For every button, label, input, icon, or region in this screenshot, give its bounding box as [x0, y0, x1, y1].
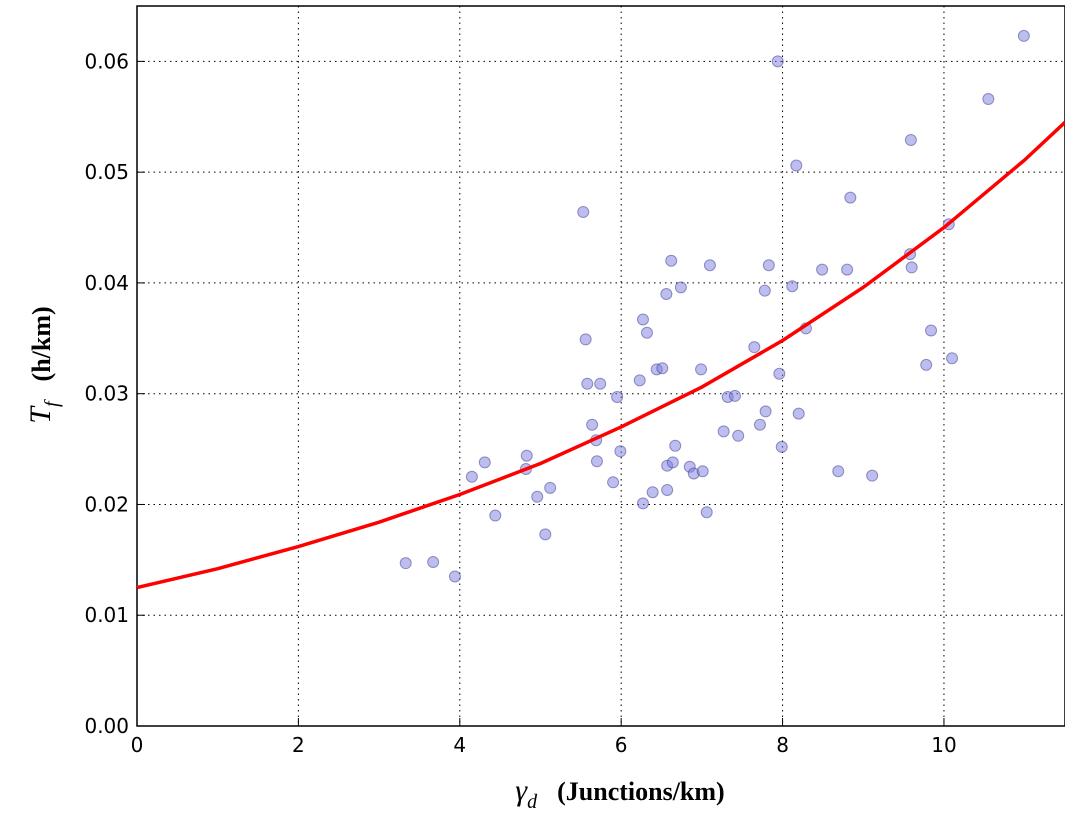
scatter-point [844, 191, 857, 204]
scatter-point [905, 261, 918, 274]
scatter-point [775, 440, 788, 453]
scatter-point [577, 206, 590, 219]
scatter-point [611, 391, 624, 404]
scatter-point [732, 429, 745, 442]
scatter-point [586, 418, 599, 431]
scatter-point [489, 509, 502, 522]
x-label-subscript: d [527, 791, 538, 813]
y-tick-label: 0.02 [84, 492, 129, 516]
y-axis-label: Tf (h/km) [24, 306, 63, 423]
scatter-point [700, 506, 713, 519]
scatter-point [717, 425, 730, 438]
scatter-point [762, 259, 775, 272]
x-label-symbol: γ [515, 774, 528, 807]
x-tick-label: 0 [131, 733, 144, 757]
y-label-symbol: T [24, 405, 57, 424]
y-tick-label: 0.01 [84, 603, 129, 627]
scatter-point [695, 363, 708, 376]
x-tick-label: 8 [776, 733, 789, 757]
y-label-subscript: f [41, 399, 63, 407]
scatter-point [660, 288, 673, 300]
scatter-point [790, 159, 803, 172]
scatter-point [539, 528, 552, 541]
y-tick-label: 0.00 [84, 714, 129, 738]
x-tick-label: 4 [453, 733, 466, 757]
scatter-point [771, 55, 784, 68]
scatter-point [646, 486, 659, 499]
scatter-point [982, 93, 995, 106]
y-tick-label: 0.06 [84, 49, 129, 73]
scatter-point [665, 254, 678, 267]
x-label-unit: (Junctions/km) [557, 777, 725, 806]
scatter-point [866, 469, 879, 482]
scatter-point [696, 465, 709, 478]
x-tick-label: 10 [931, 733, 956, 757]
scatter-point [607, 476, 620, 489]
scatter-point [661, 484, 674, 497]
scatter-point [640, 326, 653, 339]
x-tick-label: 2 [292, 733, 305, 757]
axes: 0 2 4 6 8 10 0.00 0.01 0.02 0.03 0.04 0.05 0.06 [84, 49, 956, 757]
scatter-point [748, 341, 761, 354]
scatter-point [478, 456, 491, 469]
scatter-point [759, 405, 772, 418]
scatter-point [636, 497, 649, 510]
scatter-point [1017, 29, 1030, 42]
fit-curve [136, 121, 1065, 590]
x-axis-label: γd (Junctions/km) [515, 774, 724, 813]
scatter-point [946, 352, 959, 365]
plot-frame [136, 5, 1065, 727]
scatter-point [786, 280, 799, 293]
scatter-point [816, 263, 829, 276]
scatter-point [579, 333, 592, 346]
scatter-point [427, 556, 440, 569]
scatter-point [633, 374, 646, 387]
scatter-point [399, 557, 412, 570]
y-label-unit: (h/km) [27, 306, 56, 381]
scatter-point [590, 455, 603, 468]
scatter-point [636, 313, 649, 326]
scatter-point [465, 470, 478, 483]
scatter-point [832, 465, 845, 478]
y-tick-label: 0.03 [84, 382, 129, 406]
scatter-point [448, 570, 461, 583]
scatter-point [531, 490, 544, 503]
grid [136, 5, 1065, 727]
scatter-point [594, 377, 607, 390]
scatter-point [669, 439, 682, 452]
scatter-point [544, 481, 557, 494]
scatter-point [753, 418, 766, 431]
scatter-point [656, 362, 669, 375]
scatter-point [728, 389, 741, 402]
marks [136, 29, 1065, 590]
scatter-point [674, 281, 687, 294]
scatter-point [904, 134, 917, 147]
y-tick-label: 0.05 [84, 160, 129, 184]
scatter-point [703, 259, 716, 272]
scatter-point [920, 358, 933, 371]
scatter-point [666, 456, 679, 469]
scatter-point [792, 407, 805, 420]
scatter-point [841, 263, 854, 276]
x-tick-label: 6 [615, 733, 628, 757]
y-tick-label: 0.04 [84, 271, 129, 295]
scatter-point [520, 449, 533, 462]
scatter-point [581, 377, 594, 390]
scatter-point [614, 445, 627, 458]
scatter-point [925, 324, 938, 337]
scatter-point [758, 284, 771, 297]
scatter-point [773, 367, 786, 380]
